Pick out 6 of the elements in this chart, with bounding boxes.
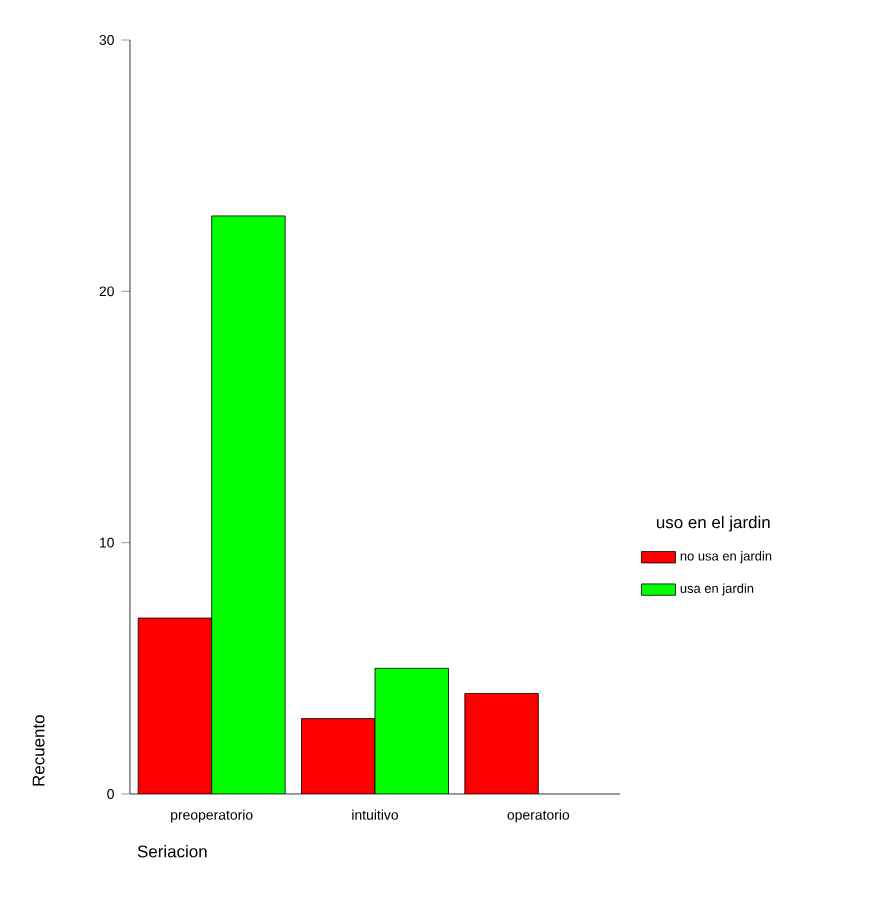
legend-title: uso en el jardin bbox=[656, 515, 770, 532]
bar bbox=[301, 718, 375, 794]
bar bbox=[464, 693, 539, 794]
x-axis-title: Seriacion bbox=[137, 845, 207, 858]
bar bbox=[138, 618, 212, 794]
y-axis-title: Recuento bbox=[32, 715, 45, 786]
